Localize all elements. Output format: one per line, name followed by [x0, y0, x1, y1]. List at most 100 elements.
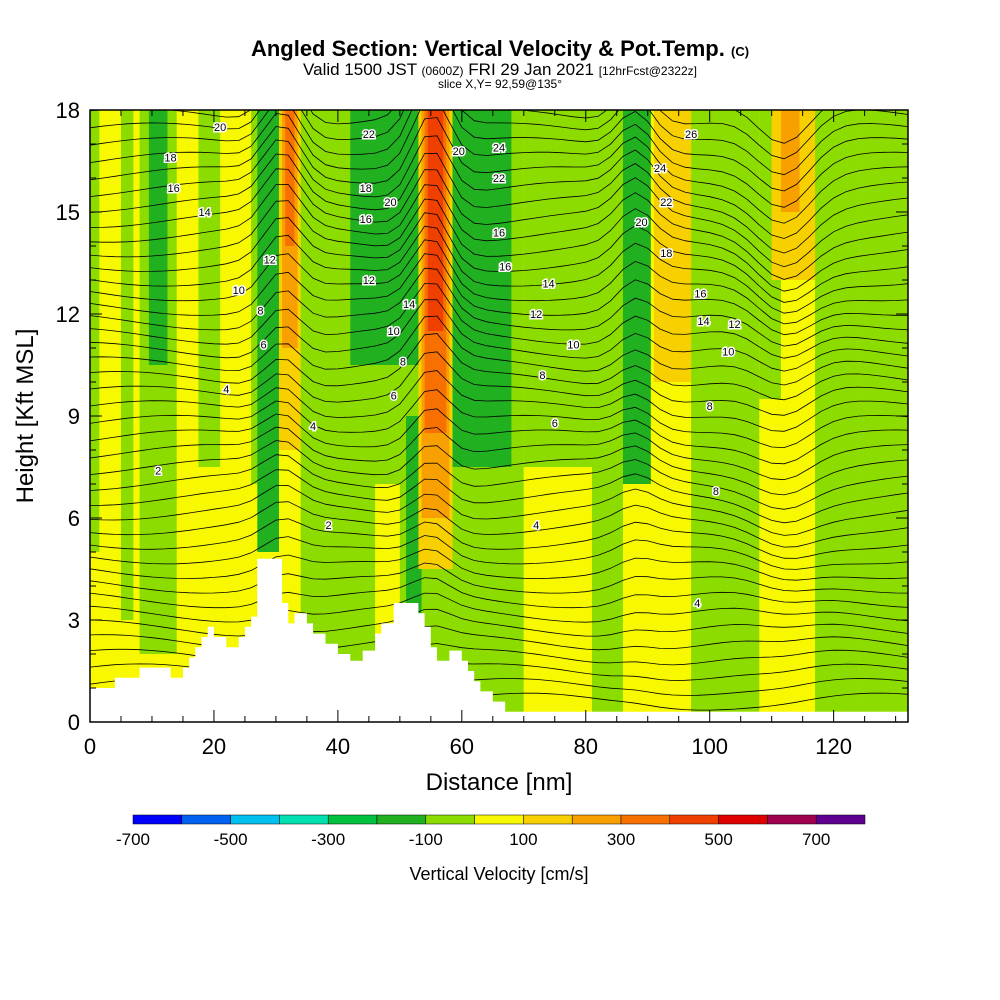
- velocity-band: [780, 110, 800, 212]
- y-tick-label: 15: [56, 200, 80, 225]
- colorbar-tick-label: 100: [509, 830, 537, 849]
- theta-contour-label: 6: [391, 391, 397, 403]
- velocity-band: [90, 110, 100, 552]
- velocity-band: [653, 110, 692, 382]
- y-tick-label: 0: [68, 710, 80, 735]
- velocity-band: [427, 110, 444, 331]
- theta-contour-line: [90, 608, 908, 637]
- theta-contour-line: [90, 283, 908, 359]
- theta-contour-line: [90, 117, 908, 224]
- theta-contour-label: 16: [360, 214, 372, 226]
- y-axis-label: Height [Kft MSL]: [12, 329, 39, 504]
- theta-contour-label: 4: [223, 384, 229, 396]
- theta-contour-label: 2: [155, 465, 161, 477]
- theta-contour-line: [90, 239, 908, 325]
- theta-contour-line: [90, 315, 908, 386]
- chart-title-text: Angled Section: Vertical Velocity & Pot.…: [250, 36, 725, 61]
- theta-contour-line: [90, 535, 908, 570]
- theta-contour-line: [90, 184, 908, 280]
- theta-contour-line: [90, 501, 908, 548]
- y-tick-label: 6: [68, 506, 80, 531]
- colorbar-tick-label: -100: [409, 830, 443, 849]
- colorbar-swatch: [279, 814, 329, 825]
- theta-contour-label: 16: [168, 183, 180, 195]
- theta-contour-line: [90, 370, 908, 432]
- theta-contour-line: [90, 518, 908, 559]
- colorbar-swatch: [523, 814, 573, 825]
- theta-contour-label: 14: [697, 316, 709, 328]
- colorbar-tick-label: 500: [704, 830, 732, 849]
- velocity-band: [452, 110, 512, 467]
- theta-contour-line: [90, 469, 908, 524]
- velocity-band: [858, 110, 908, 712]
- theta-contour-label: 4: [533, 520, 539, 532]
- theta-contour-label: 6: [552, 418, 558, 430]
- colorbar-label: Vertical Velocity [cm/s]: [409, 864, 588, 884]
- theta-contour-label: 20: [384, 197, 396, 209]
- theta-contour-line: [90, 110, 908, 160]
- valid-time-label: Valid 1500 JST: [303, 60, 417, 79]
- theta-contour-label: 16: [493, 227, 505, 239]
- x-tick-label: 80: [574, 734, 598, 759]
- theta-contour-label: 12: [264, 255, 276, 267]
- theta-contour-label: 10: [722, 346, 734, 358]
- valid-time-utc: (0600Z): [421, 64, 464, 78]
- theta-contour-label: 10: [233, 285, 245, 297]
- theta-contour-line: [90, 440, 908, 496]
- theta-contour-label: 18: [360, 183, 372, 195]
- y-tick-label: 12: [56, 302, 80, 327]
- theta-contour-label: 4: [694, 598, 700, 610]
- theta-contour-line: [90, 110, 908, 176]
- colorbar-tick-label: -300: [311, 830, 345, 849]
- colorbar-swatch: [181, 814, 231, 825]
- terrain: [90, 558, 908, 722]
- theta-contour-line: [90, 426, 908, 481]
- theta-contour-label: 22: [660, 197, 672, 209]
- velocity-band: [198, 110, 221, 467]
- chart-title: Angled Section: Vertical Velocity & Pot.…: [0, 36, 1000, 62]
- theta-contour-line: [90, 110, 908, 192]
- colorbar-swatch: [327, 814, 378, 825]
- theta-contour-line: [90, 253, 908, 336]
- slice-info-text: slice X,Y= 92,59@135°: [437, 77, 563, 91]
- theta-contour-line: [90, 454, 908, 510]
- colorbar-swatch: [132, 814, 183, 825]
- theta-contour-label: 18: [164, 153, 176, 165]
- x-tick-label: 0: [84, 734, 96, 759]
- theta-contour-line: [90, 168, 908, 268]
- theta-contour-label: 18: [660, 248, 672, 260]
- theta-contours: [90, 110, 908, 711]
- x-tick-label: 100: [691, 734, 728, 759]
- theta-contour-label: 22: [363, 129, 375, 141]
- theta-contour-line: [90, 351, 908, 416]
- theta-contour-label: 20: [453, 146, 465, 158]
- theta-contour-label: 24: [493, 142, 505, 154]
- x-tick-label: 40: [326, 734, 350, 759]
- velocity-band: [406, 416, 422, 637]
- theta-contour-label: 2: [326, 520, 332, 532]
- theta-contour-line: [90, 135, 908, 239]
- theta-contour-line: [90, 548, 908, 581]
- colorbar-swatch: [620, 814, 671, 825]
- colorbar-swatch: [230, 814, 280, 825]
- theta-contour-line: [90, 485, 908, 536]
- x-axis-label: Distance [nm]: [426, 769, 573, 796]
- theta-contour-label: 6: [260, 340, 266, 352]
- colorbar-swatch: [767, 814, 817, 825]
- theta-contour-line: [90, 212, 908, 303]
- chart-subtitle: Valid 1500 JST (0600Z) FRI 29 Jan 2021 […: [0, 60, 1000, 80]
- x-tick-label: 60: [450, 734, 474, 759]
- velocity-band: [148, 110, 168, 365]
- theta-contour-line: [90, 299, 908, 372]
- theta-contour-label: 16: [694, 289, 706, 301]
- theta-contour-label: 20: [214, 122, 226, 134]
- y-tick-label: 9: [68, 404, 80, 429]
- velocity-band: [591, 110, 623, 712]
- theta-contour-label: 14: [542, 278, 554, 290]
- y-tick-label: 18: [56, 98, 80, 123]
- colorbar-swatch: [474, 814, 524, 825]
- colorbar-swatch: [571, 814, 622, 825]
- velocity-band: [120, 110, 134, 620]
- theta-contour-label: 8: [707, 401, 713, 413]
